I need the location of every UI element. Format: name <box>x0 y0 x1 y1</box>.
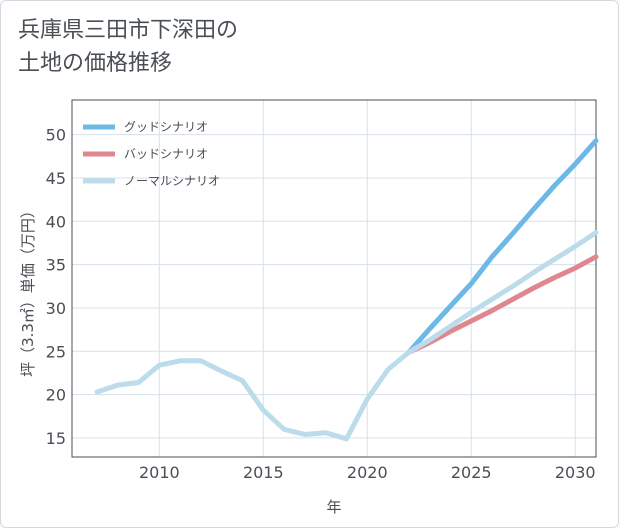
chart-title-line-2: 土地の価格推移 <box>18 51 173 76</box>
y-tick-35: 35 <box>46 256 66 275</box>
y-tick-30: 30 <box>46 299 66 318</box>
x-axis-label: 年 <box>326 498 341 516</box>
plot-frame <box>71 99 597 458</box>
y-tick-labels: 15 20 25 30 35 40 45 50 <box>46 126 66 448</box>
y-tick-25: 25 <box>46 342 66 361</box>
y-axis-label: 坪（3.3㎡）単価（万円） <box>19 203 37 377</box>
series-line-2 <box>406 230 599 355</box>
chart-title-line-1: 兵庫県三田市下深田の <box>18 18 239 43</box>
legend-label-1: バッドシナリオ <box>124 147 208 161</box>
legend-label-0: グッドシナリオ <box>124 120 208 134</box>
history-line <box>94 349 412 442</box>
y-tick-20: 20 <box>46 386 66 405</box>
chart-title: 兵庫県三田市下深田の 土地の価格推移 <box>18 14 238 80</box>
series-line-1 <box>406 254 599 355</box>
x-tick-2020: 2020 <box>347 463 388 482</box>
x-tick-2010: 2010 <box>139 463 180 482</box>
grid-lines <box>72 100 596 457</box>
y-tick-15: 15 <box>46 429 66 448</box>
series-lines <box>94 138 599 442</box>
x-tick-labels: 2010 2015 2020 2025 2030 <box>139 463 596 482</box>
y-tick-50: 50 <box>46 126 66 145</box>
series-line-0 <box>406 138 599 355</box>
x-tick-2025: 2025 <box>451 463 492 482</box>
y-tick-45: 45 <box>46 169 66 188</box>
y-tick-40: 40 <box>46 212 66 231</box>
x-tick-2015: 2015 <box>243 463 284 482</box>
x-tick-2030: 2030 <box>555 463 596 482</box>
legend-label-2: ノーマルシナリオ <box>124 174 220 188</box>
